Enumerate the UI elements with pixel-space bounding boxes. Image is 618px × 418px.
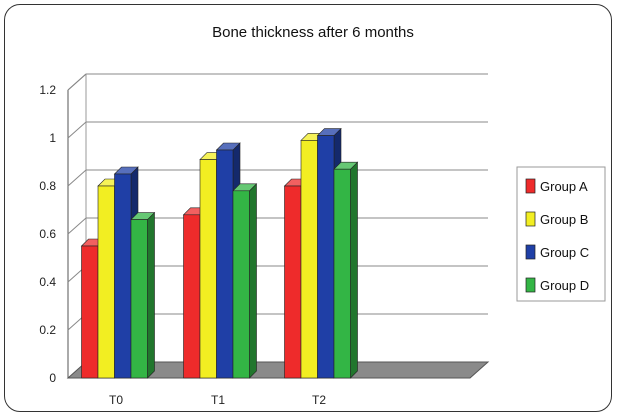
- legend-item: Group A: [525, 178, 588, 194]
- y-tick-label: 0.2: [39, 323, 56, 337]
- gridline-diagonal: [67, 73, 87, 91]
- y-tick-label: 0.8: [39, 179, 56, 193]
- bars: [80, 127, 359, 379]
- y-tick-label: 0.4: [39, 275, 56, 289]
- bar-group-d-t0: [130, 211, 156, 379]
- legend-swatch: [525, 244, 536, 260]
- bar-group-d-t1: [232, 183, 258, 379]
- legend: Group A Group B Group C Group D: [516, 166, 606, 302]
- legend-item: Group D: [525, 277, 589, 293]
- legend-label: Group C: [540, 245, 589, 260]
- legend-label: Group D: [540, 278, 589, 293]
- bar-group-d-t2: [333, 161, 359, 379]
- y-tick-label: 1: [49, 131, 56, 145]
- x-tick-label: T2: [312, 393, 326, 407]
- gridline-diagonal: [67, 121, 87, 139]
- x-tick-label: T1: [211, 393, 225, 407]
- chart-title: Bone thickness after 6 months: [212, 24, 414, 41]
- legend-label: Group A: [540, 179, 588, 194]
- y-axis-ticks: 0 0.2 0.4 0.6 0.8 1 1.2: [39, 83, 56, 385]
- legend-swatch: [525, 211, 536, 227]
- y-tick-label: 1.2: [39, 83, 56, 97]
- legend-item: Group B: [525, 211, 588, 227]
- gridline-diagonal: [67, 169, 87, 187]
- gridline-diagonal: [67, 217, 87, 235]
- legend-label: Group B: [540, 212, 588, 227]
- legend-swatch: [525, 178, 536, 194]
- legend-swatch: [525, 277, 536, 293]
- y-tick-label: 0: [49, 371, 56, 385]
- x-axis-ticks: T0 T1 T2: [109, 393, 326, 407]
- x-tick-label: T0: [109, 393, 123, 407]
- y-tick-label: 0.6: [39, 227, 56, 241]
- legend-item: Group C: [525, 244, 589, 260]
